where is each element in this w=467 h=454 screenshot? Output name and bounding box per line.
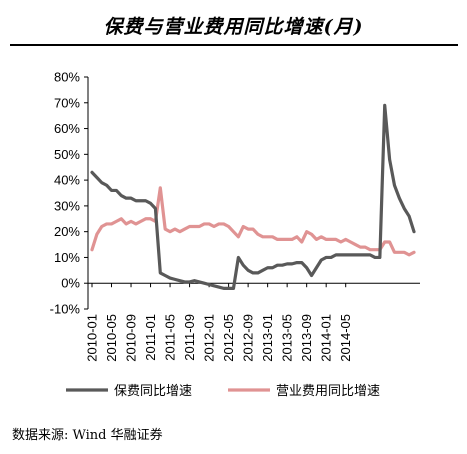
x-tick-label: 2010-01 xyxy=(85,314,100,362)
x-tick-label: 2011-01 xyxy=(143,314,158,361)
y-tick-label: 40% xyxy=(54,173,80,188)
x-tick-label: 2012-05 xyxy=(221,314,236,362)
y-axis: -10% 0% 10% 20% 30% 40% 50% 60% 70% 80% xyxy=(50,70,89,317)
y-tick-label: 80% xyxy=(54,70,80,85)
y-tick-label: 60% xyxy=(54,121,80,136)
x-tick-label: 2013-09 xyxy=(299,314,314,362)
line-chart: -10%0%10%20%30%40%50%60%70%80% 2010-01 20… xyxy=(50,70,420,399)
chart-title: 保费与营业费用同比增速(月) xyxy=(103,16,364,38)
x-axis: 2010-01 2010-05 2010-09 2011-01 2011-05 2011-… xyxy=(85,282,420,362)
y-tick-label: 70% xyxy=(54,95,80,110)
y-tick-label: 0% xyxy=(61,276,80,291)
x-tick-label: 2012-01 xyxy=(202,314,217,362)
x-tick-label: 2013-05 xyxy=(280,314,295,362)
y-tick-label: 30% xyxy=(54,198,80,213)
legend: 保费同比增速 营业费用同比增速 xyxy=(66,384,380,399)
legend-label: 营业费用同比增速 xyxy=(276,384,380,399)
source-note: 数据来源: Wind 华融证券 xyxy=(12,428,163,443)
y-tick-label: -10% xyxy=(50,302,81,317)
x-tick-label: 2014-05 xyxy=(338,314,353,362)
x-tick-label: 2014-01 xyxy=(319,314,334,362)
x-tick-label: 2011-05 xyxy=(163,314,178,361)
x-tick-label: 2012-09 xyxy=(241,314,256,362)
series-line-0 xyxy=(90,103,416,290)
y-tick-label: 20% xyxy=(54,224,80,239)
series-line-1 xyxy=(90,186,416,257)
x-tick-label: 2013-01 xyxy=(260,314,275,362)
series-lines xyxy=(90,103,416,290)
y-tick-label: 50% xyxy=(54,147,80,162)
title-underline xyxy=(10,44,458,46)
legend-label: 保费同比增速 xyxy=(114,384,192,399)
x-tick-label: 2010-05 xyxy=(104,314,119,362)
y-tick-label: 10% xyxy=(54,250,80,265)
x-tick-label: 2010-09 xyxy=(124,314,139,362)
x-tick-label: 2011-09 xyxy=(182,314,197,361)
